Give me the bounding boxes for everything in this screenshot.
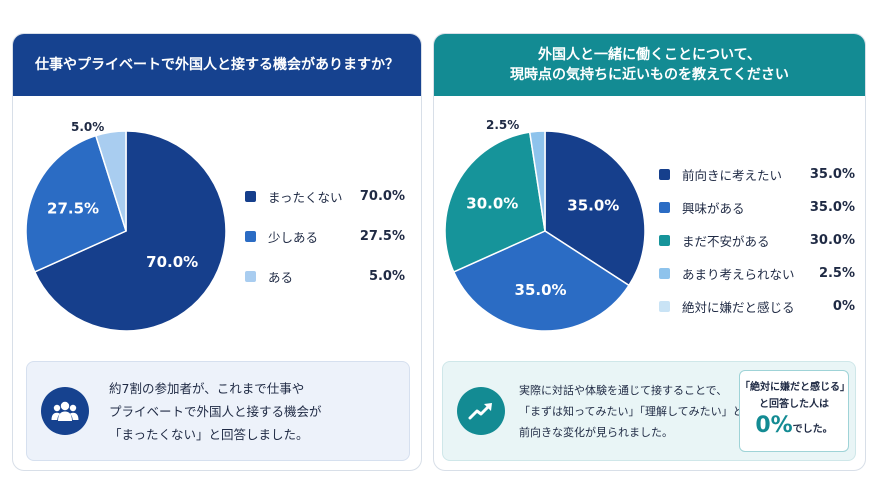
legend-value: 70.0% xyxy=(359,188,405,204)
legend-item: まだ不安がある 30.0% xyxy=(659,224,855,257)
card-title-text: 仕事やプライベートで外国人と接する機会がありますか？ xyxy=(35,57,399,73)
pie-slice-2 xyxy=(452,230,630,332)
legend-item: まったくない 70.0% xyxy=(245,176,405,216)
people-group-icon xyxy=(41,387,89,435)
slice-value-label: 70.0% xyxy=(146,253,198,271)
slice-value-label: 27.5% xyxy=(47,199,99,217)
survey-card-contact: 仕事やプライベートで外国人と接する機会がありますか？ 70.0% 27.5% 5.… xyxy=(12,33,422,471)
legend-item: 前向きに考えたい 35.0% xyxy=(659,158,855,191)
legend-swatch xyxy=(659,235,670,246)
legend-swatch xyxy=(659,268,670,279)
legend-item: あまり考えられない 2.5% xyxy=(659,257,855,290)
emphasis-box: 「絶対に嫌だと感じる」 と回答した人は 0%でした。 xyxy=(739,370,850,452)
trend-up-icon xyxy=(457,387,505,435)
legend-value: 5.0% xyxy=(368,268,405,284)
pie-slice-3 xyxy=(444,131,546,273)
legend-label: まだ不安がある xyxy=(682,234,770,249)
slice-value-label: 30.0% xyxy=(466,194,518,212)
legend-value: 0% xyxy=(832,299,855,314)
slice-callout-label: 5.0% xyxy=(71,120,105,134)
legend-label: 絶対に嫌だと感じる xyxy=(682,300,795,315)
chart-legend: 前向きに考えたい 35.0% 興味がある 35.0% まだ不安がある 30.0% あまり考え… xyxy=(659,158,855,323)
slice-value-label: 35.0% xyxy=(515,281,567,299)
chart-legend: まったくない 70.0% 少しある 27.5% ある 5.0% xyxy=(245,176,405,296)
legend-swatch xyxy=(245,230,256,242)
legend-value: 35.0% xyxy=(809,167,855,182)
legend-label: 興味がある xyxy=(682,201,745,216)
legend-item: 絶対に嫌だと感じる 0% xyxy=(659,290,855,323)
summary-note: 約7割の参加者が、これまで仕事や プライベートで外国人と接する機会が 「まったく… xyxy=(26,361,410,461)
legend-label: ある xyxy=(268,269,294,285)
pie-slice-2 xyxy=(25,134,127,273)
legend-value: 35.0% xyxy=(809,200,855,215)
legend-swatch xyxy=(659,202,670,213)
slice-value-label: 35.0% xyxy=(567,197,619,215)
legend-value: 30.0% xyxy=(809,233,855,248)
legend-label: 少しある xyxy=(268,229,319,245)
legend-item: ある 5.0% xyxy=(245,256,405,296)
legend-swatch xyxy=(245,190,256,202)
card-title-line: 現時点の気持ちに近いものを教えてください xyxy=(510,67,789,83)
pie-chart-feelings: 35.0% 35.0% 30.0% xyxy=(444,130,646,332)
pie-chart-contact: 70.0% 27.5% xyxy=(25,130,227,332)
card-title: 外国人と一緒に働くことについて、 現時点の気持ちに近いものを教えてください xyxy=(434,34,865,96)
legend-label: 前向きに考えたい xyxy=(682,168,783,183)
slice-callout-label: 2.5% xyxy=(486,118,520,132)
card-title-line: 外国人と一緒に働くことについて、 xyxy=(538,47,761,63)
summary-note: 実際に対話や体験を通じて接することで、 「まずは知ってみたい」「理解してみたい」… xyxy=(442,361,856,461)
legend-swatch xyxy=(245,270,256,282)
card-title: 仕事やプライベートで外国人と接する機会がありますか？ xyxy=(13,34,421,96)
legend-item: 興味がある 35.0% xyxy=(659,191,855,224)
legend-label: あまり考えられない xyxy=(682,267,795,282)
legend-item: 少しある 27.5% xyxy=(245,216,405,256)
legend-value: 2.5% xyxy=(818,266,855,281)
pie-slice-3 xyxy=(94,130,127,232)
legend-swatch xyxy=(659,169,670,180)
summary-text: 実際に対話や体験を通じて接することで、 「まずは知ってみたい」「理解してみたい」… xyxy=(519,383,766,439)
legend-swatch xyxy=(659,301,670,312)
summary-text: 約7割の参加者が、これまで仕事や プライベートで外国人と接する機会が 「まったく… xyxy=(109,380,322,442)
legend-value: 27.5% xyxy=(359,228,405,244)
pie-slice-4 xyxy=(528,130,546,232)
survey-card-feelings: 外国人と一緒に働くことについて、 現時点の気持ちに近いものを教えてください 35… xyxy=(433,33,866,471)
legend-label: まったくない xyxy=(268,189,343,205)
emphasis-value: 0% xyxy=(755,413,793,438)
pie-slice-1 xyxy=(33,130,227,332)
